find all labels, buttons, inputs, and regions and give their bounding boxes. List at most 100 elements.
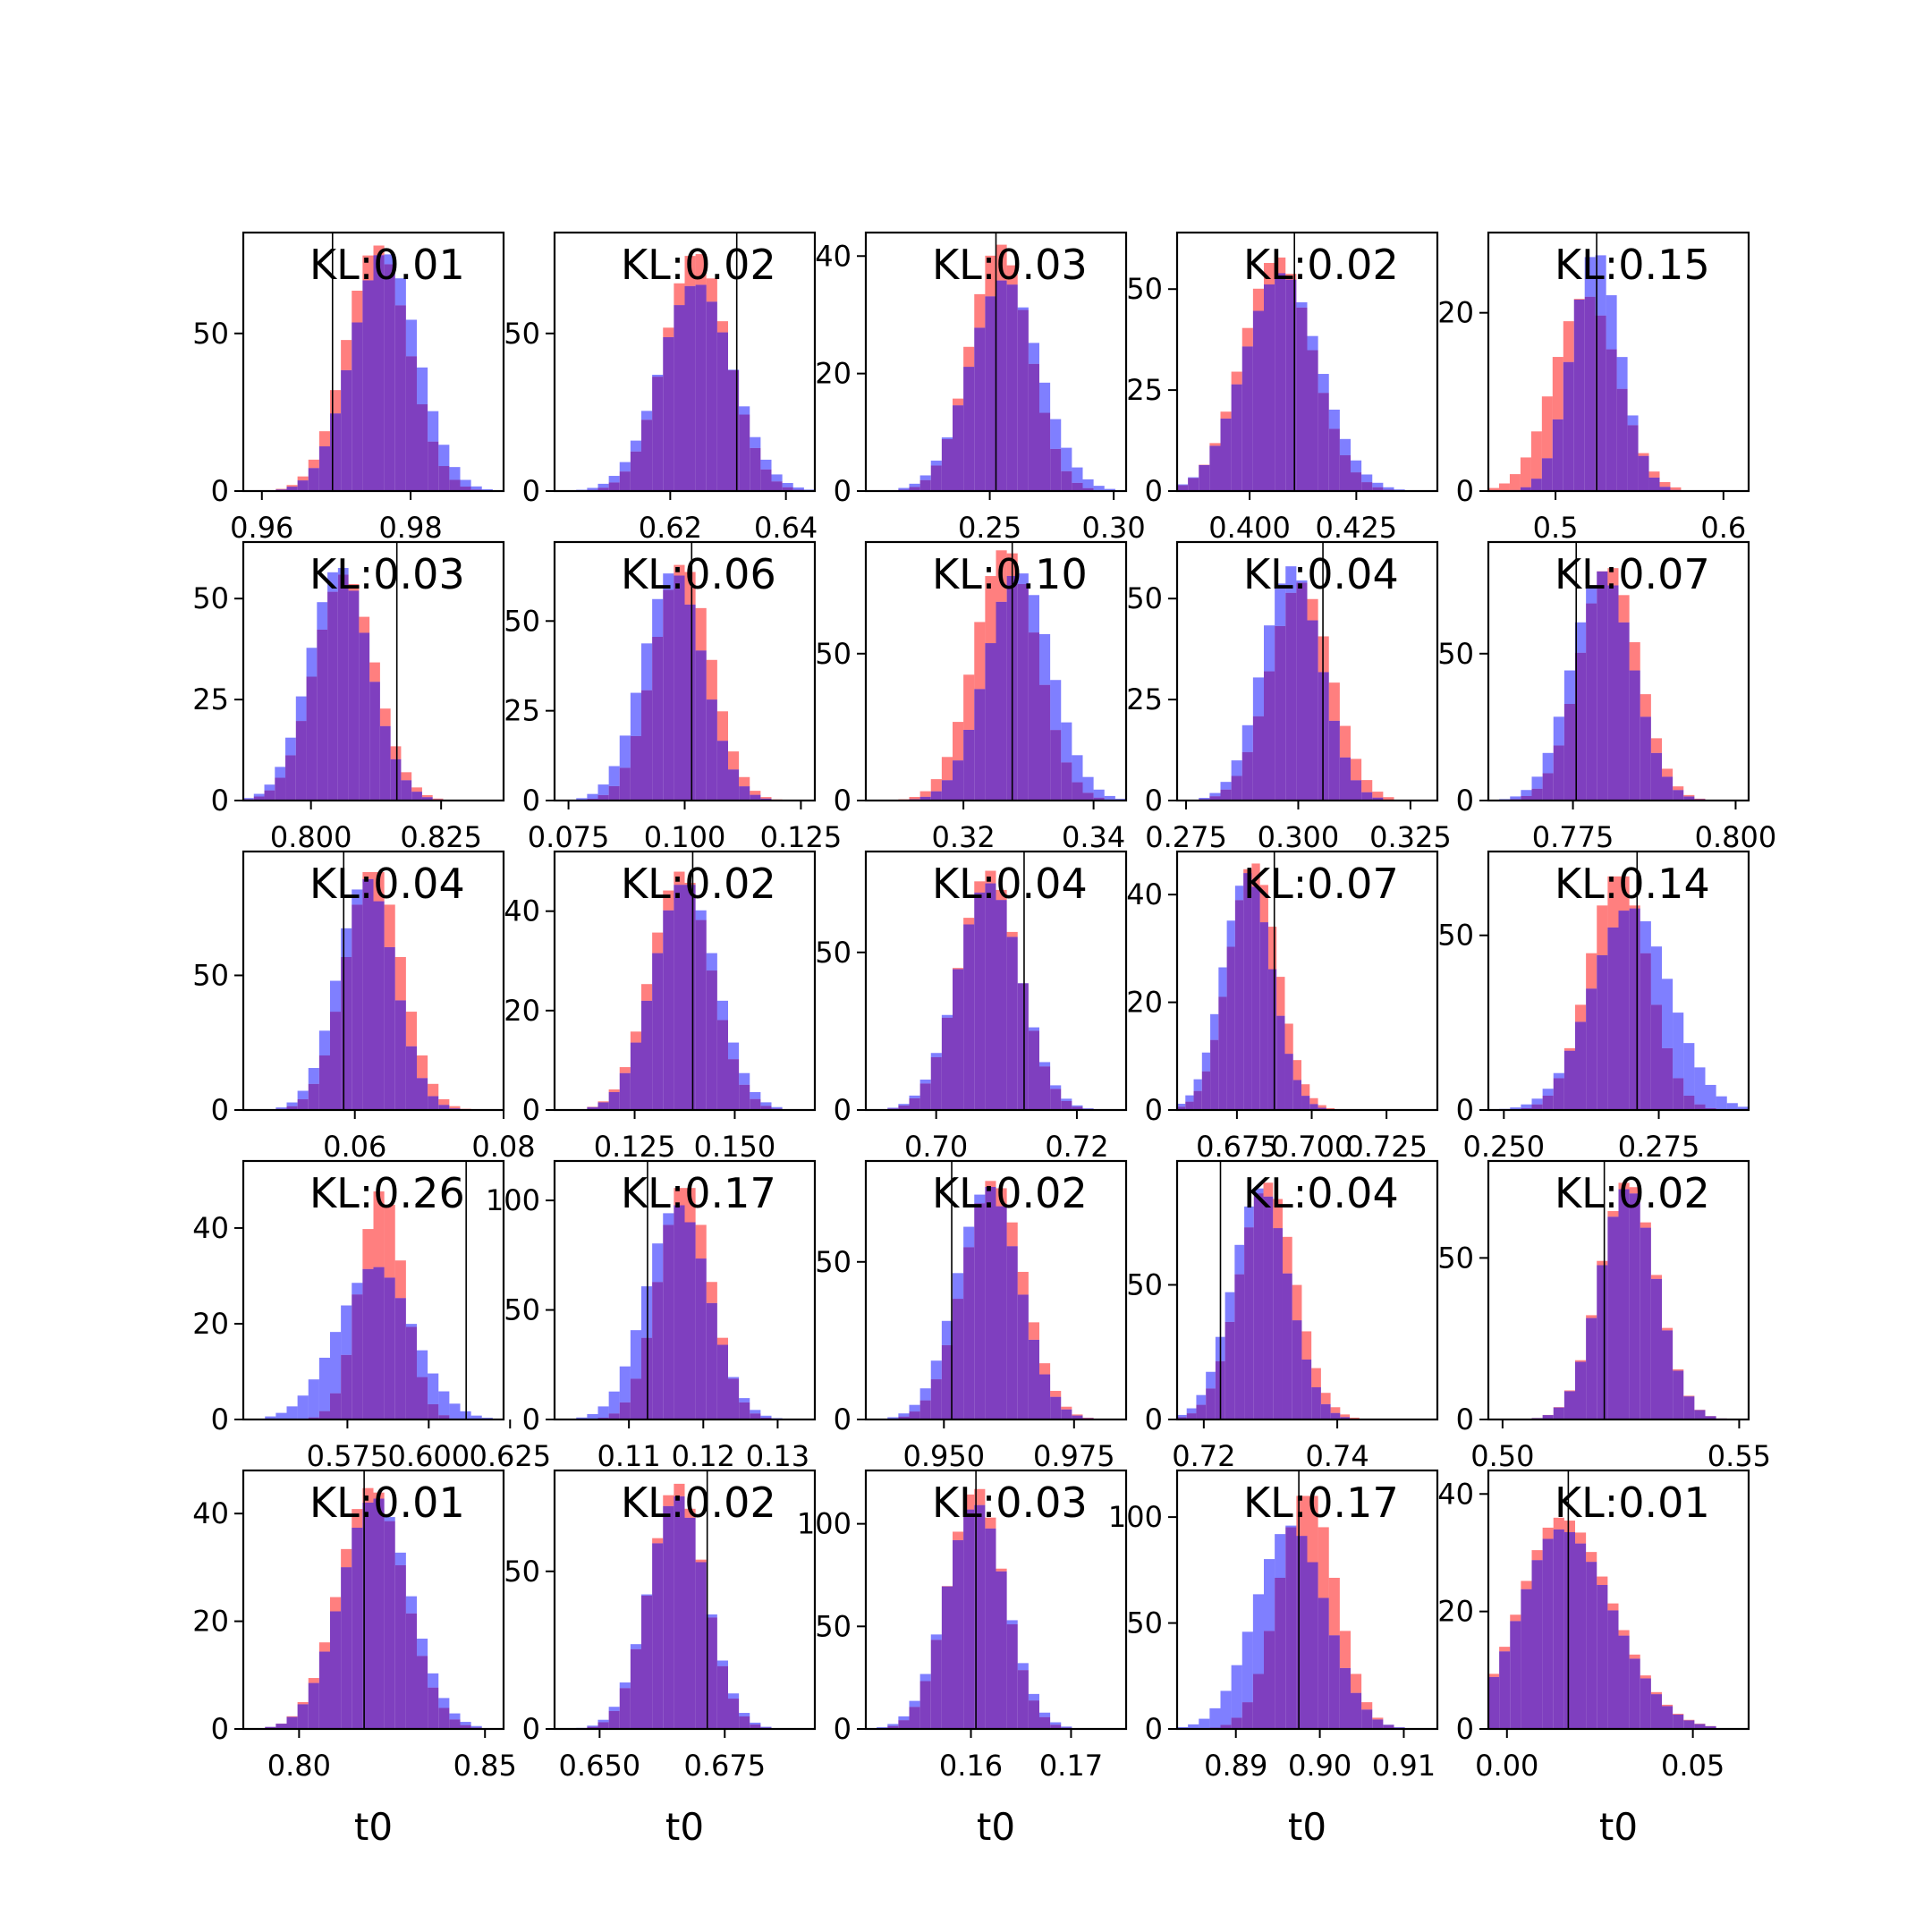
- histogram-bar-blue: [930, 1053, 942, 1057]
- y-tick-label: 0: [211, 1402, 229, 1436]
- histogram-bar-blue: [771, 1106, 783, 1109]
- histogram-bar-overlap: [630, 451, 641, 491]
- histogram-bar-overlap: [1241, 1702, 1253, 1729]
- histogram-bar-overlap: [1586, 1562, 1597, 1729]
- y-tick-label: 40: [504, 894, 540, 928]
- histogram-bar-red: [1586, 1315, 1597, 1318]
- x-axis-label: t0: [1599, 1805, 1638, 1849]
- y-tick-label: 50: [815, 637, 852, 671]
- histogram-bar-red: [1284, 1023, 1293, 1055]
- histogram-bar-blue: [652, 1243, 664, 1283]
- histogram-bar-blue: [597, 784, 609, 795]
- x-tick-label: 0.70: [904, 1130, 968, 1164]
- histogram-bar-blue: [576, 1417, 588, 1419]
- histogram-bar-overlap: [1201, 1071, 1211, 1110]
- kl-divergence-label: KL:0.03: [932, 241, 1088, 289]
- histogram-bar-overlap: [1650, 752, 1662, 801]
- histogram-bar-overlap: [587, 1106, 598, 1110]
- histogram-bar-red: [728, 751, 740, 770]
- histogram-bar-overlap: [750, 1098, 761, 1110]
- y-tick-label: 25: [1126, 373, 1163, 407]
- histogram-bar-overlap: [1244, 1227, 1254, 1419]
- axes-frame: [1175, 1469, 1439, 1731]
- histogram-bar-red: [750, 791, 761, 795]
- histogram-bar-blue: [438, 1698, 450, 1708]
- histogram-bar-overlap: [630, 1042, 641, 1110]
- histogram-bar-overlap: [1252, 310, 1264, 491]
- histogram-bar-overlap: [1552, 419, 1563, 491]
- histogram-bar-red: [1318, 1527, 1329, 1598]
- histogram-bar-overlap: [330, 413, 342, 491]
- histogram-bar-overlap: [394, 305, 406, 491]
- histogram-bar-overlap: [264, 790, 275, 801]
- y-tick-label: 0: [834, 1712, 852, 1746]
- histogram-bar-overlap: [1683, 796, 1695, 801]
- histogram-bar-overlap: [663, 910, 674, 1110]
- histogram-bar-overlap: [417, 404, 428, 491]
- histogram-bar-red: [1629, 905, 1640, 909]
- histogram-bar-overlap: [728, 1378, 740, 1419]
- histogram-bar-red: [1351, 1674, 1362, 1693]
- histogram-bar-overlap: [1234, 900, 1244, 1110]
- histogram-bar-overlap: [1351, 780, 1362, 801]
- histogram-bar-overlap: [1209, 445, 1221, 491]
- histogram-bar-blue: [1017, 1663, 1029, 1671]
- histogram-bar-blue: [1039, 1062, 1051, 1067]
- histogram-bar-overlap: [619, 471, 631, 491]
- histogram-bar-overlap: [330, 1611, 342, 1729]
- histogram-bar-red: [953, 722, 964, 761]
- histogram-bar-overlap: [428, 1403, 439, 1419]
- x-axis-label: t0: [1288, 1805, 1326, 1849]
- histogram-bar-blue: [1209, 792, 1221, 797]
- y-tick-label: 50: [504, 1293, 540, 1327]
- histogram-bar-blue: [909, 1700, 920, 1707]
- histogram-bar-red: [438, 1098, 450, 1106]
- histogram-bar-blue: [739, 1398, 750, 1402]
- histogram-bar-overlap: [919, 1681, 931, 1729]
- x-tick-label: 0.00: [1475, 1749, 1538, 1783]
- histogram-bar-overlap: [460, 1724, 471, 1729]
- histogram-bar-overlap: [1328, 428, 1340, 491]
- histogram-bar-blue: [306, 648, 318, 677]
- histogram-bar-overlap: [1284, 1054, 1293, 1110]
- x-tick-label: 0.96: [230, 511, 293, 545]
- histogram-bar-blue: [1072, 755, 1083, 783]
- histogram-bar-overlap: [1638, 455, 1649, 491]
- histogram-bar-blue: [297, 1090, 309, 1099]
- histogram-bar-overlap: [739, 1402, 750, 1419]
- histogram-bar-overlap: [275, 777, 286, 801]
- histogram-bar-overlap: [974, 327, 986, 491]
- x-tick-label: 0.950: [902, 1439, 985, 1473]
- histogram-bar-overlap: [1629, 1193, 1640, 1419]
- histogram-bar-overlap: [1575, 1543, 1587, 1729]
- histogram-bar-overlap: [1039, 412, 1051, 491]
- histogram-bar-overlap: [1039, 1716, 1051, 1729]
- histogram-bar-overlap: [1224, 1321, 1235, 1419]
- x-tick-label: 0.150: [694, 1130, 776, 1164]
- histogram-bar-blue: [1372, 482, 1384, 487]
- y-tick-label: 0: [1456, 474, 1474, 508]
- histogram-bar-overlap: [1328, 720, 1340, 801]
- histogram-bar-overlap: [695, 650, 707, 801]
- histogram-bar-blue: [1361, 474, 1373, 483]
- histogram-bar-overlap: [930, 465, 942, 491]
- histogram-bar-blue: [887, 1724, 899, 1726]
- histogram-bar-overlap: [330, 1393, 342, 1419]
- histogram-bar-blue: [630, 692, 641, 736]
- histogram-bar-overlap: [275, 1724, 287, 1729]
- histogram-bar-red: [428, 1083, 439, 1097]
- histogram-bar-red: [974, 1488, 986, 1505]
- histogram-bar-overlap: [330, 1012, 342, 1110]
- histogram-bar-red: [1650, 1691, 1662, 1695]
- histogram-bar-overlap: [341, 957, 352, 1110]
- histogram-bar-blue: [608, 766, 620, 786]
- histogram-bar-overlap: [318, 1411, 330, 1419]
- histogram-bar-red: [373, 1492, 385, 1499]
- x-tick-label: 0.825: [400, 820, 482, 854]
- histogram-bar-blue: [1285, 566, 1297, 593]
- histogram-bar-blue: [384, 254, 395, 265]
- histogram-bar-overlap: [1006, 1623, 1018, 1729]
- histogram-bar-blue: [1510, 1107, 1521, 1110]
- histogram-bar-blue: [750, 1091, 761, 1099]
- histogram-bar-overlap: [286, 487, 298, 491]
